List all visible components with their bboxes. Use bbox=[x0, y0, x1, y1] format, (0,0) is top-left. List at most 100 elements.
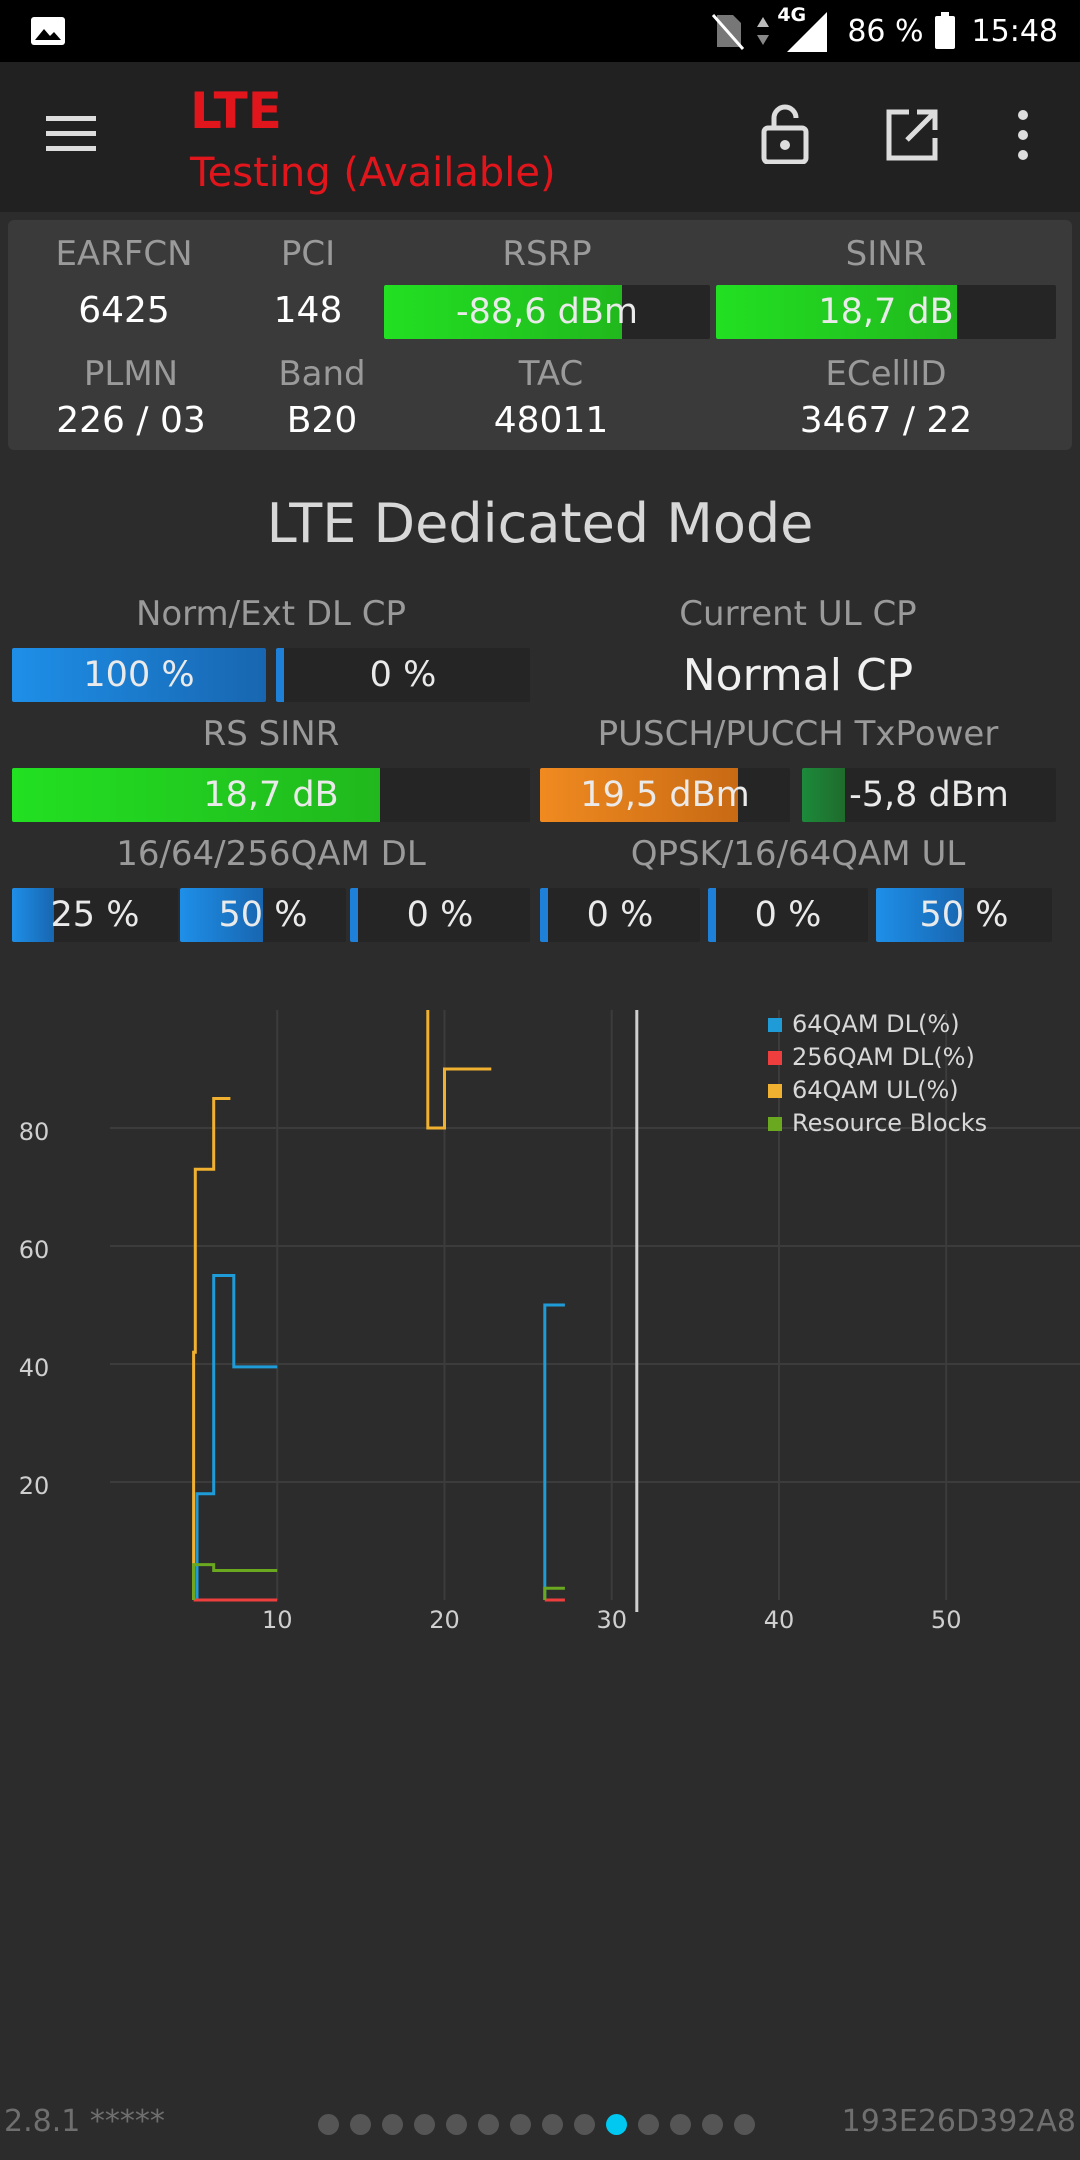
pusch-bar: 19,5 dBm bbox=[540, 768, 790, 822]
ul-cp-label: Current UL CP bbox=[679, 594, 917, 634]
qam64-dl-bar: 50 % bbox=[180, 888, 346, 942]
ecellid-label: ECellID bbox=[825, 354, 947, 394]
qam256-dl-value: 0 % bbox=[406, 895, 474, 935]
legend-label: 64QAM UL(%) bbox=[792, 1076, 959, 1104]
series-line bbox=[192, 1563, 278, 1600]
page-dot[interactable] bbox=[414, 2114, 435, 2135]
sinr-bar: 18,7 dB bbox=[716, 285, 1056, 339]
earfcn-value: 6425 bbox=[78, 290, 170, 331]
rsrp-label: RSRP bbox=[502, 234, 592, 274]
ul-cp-value: Normal CP bbox=[682, 650, 914, 701]
legend-label: 64QAM DL(%) bbox=[792, 1010, 960, 1038]
modulation-chart: 10 20 30 40 50 20 40 60 80 64QAM DL(%) 256QAM DL(%… bbox=[19, 1010, 1080, 1634]
y-tick-label: 80 bbox=[19, 1118, 50, 1146]
plmn-value: 226 / 03 bbox=[56, 400, 206, 441]
page-indicator bbox=[318, 2114, 755, 2135]
series-line bbox=[543, 1586, 565, 1600]
band-label: Band bbox=[278, 354, 366, 394]
page-dot[interactable] bbox=[478, 2114, 499, 2135]
network-type: 4G bbox=[777, 4, 807, 26]
page-dot[interactable] bbox=[318, 2114, 339, 2135]
legend-label: 256QAM DL(%) bbox=[792, 1043, 975, 1071]
page-dot[interactable] bbox=[446, 2114, 467, 2135]
page-dot[interactable] bbox=[510, 2114, 531, 2135]
qam64-ul-value: 50 % bbox=[919, 895, 1009, 935]
tac-label: TAC bbox=[518, 354, 584, 394]
page-dot[interactable] bbox=[574, 2114, 595, 2135]
menu-icon[interactable] bbox=[44, 112, 100, 156]
qpsk-ul-value: 0 % bbox=[586, 895, 654, 935]
x-tick-label: 10 bbox=[262, 1606, 293, 1634]
battery-percent: 86 % bbox=[847, 13, 924, 49]
x-tick-label: 40 bbox=[764, 1606, 795, 1634]
qam16-dl-bar: 25 % bbox=[12, 888, 178, 942]
legend-swatch bbox=[768, 1084, 782, 1098]
qam256-dl-bar: 0 % bbox=[350, 888, 530, 942]
pucch-bar: -5,8 dBm bbox=[802, 768, 1056, 822]
app-version: 2.8.1 ***** bbox=[4, 2104, 165, 2139]
legend-swatch bbox=[768, 1018, 782, 1032]
qpsk-ul-bar: 0 % bbox=[540, 888, 700, 942]
page-dot[interactable] bbox=[670, 2114, 691, 2135]
legend-swatch bbox=[768, 1117, 782, 1131]
unlock-icon[interactable] bbox=[760, 104, 810, 164]
rsrp-value: -88,6 dBm bbox=[455, 292, 638, 332]
rs-sinr-bar: 18,7 dB bbox=[12, 768, 530, 822]
qam64-dl-value: 50 % bbox=[218, 895, 308, 935]
signal-icon bbox=[787, 12, 828, 52]
series-line bbox=[195, 1274, 278, 1600]
legend-label: Resource Blocks bbox=[792, 1109, 987, 1137]
sinr-value: 18,7 dB bbox=[818, 292, 954, 332]
dl-cp-normal-value: 100 % bbox=[83, 655, 195, 695]
page-dot[interactable] bbox=[702, 2114, 723, 2135]
sinr-label: SINR bbox=[845, 234, 927, 274]
pci-value: 148 bbox=[273, 290, 343, 331]
dl-cp-normal-bar: 100 % bbox=[12, 648, 266, 702]
dl-cp-extended-value: 0 % bbox=[369, 655, 437, 695]
x-tick-label: 30 bbox=[596, 1606, 627, 1634]
rsrp-bar: -88,6 dBm bbox=[384, 285, 710, 339]
x-tick-label: 20 bbox=[429, 1606, 460, 1634]
page-dot[interactable] bbox=[382, 2114, 403, 2135]
y-tick-label: 40 bbox=[19, 1354, 50, 1382]
section-title: LTE Dedicated Mode bbox=[266, 492, 814, 555]
qam64-ul-bar: 50 % bbox=[876, 888, 1052, 942]
y-tick-label: 60 bbox=[19, 1236, 50, 1264]
dl-cp-extended-bar: 0 % bbox=[276, 648, 530, 702]
device-id: 193E26D392A8 bbox=[841, 2104, 1076, 2139]
y-tick-label: 20 bbox=[19, 1472, 50, 1500]
page-dot[interactable] bbox=[350, 2114, 371, 2135]
page-dot[interactable] bbox=[606, 2114, 627, 2135]
pucch-value: -5,8 dBm bbox=[849, 775, 1009, 815]
app-subtitle: Testing (Available) bbox=[190, 150, 556, 196]
band-value: B20 bbox=[286, 400, 358, 441]
pci-label: PCI bbox=[280, 234, 336, 274]
tac-value: 48011 bbox=[493, 400, 609, 441]
page-dot[interactable] bbox=[638, 2114, 659, 2135]
image-notification-icon bbox=[31, 17, 65, 45]
dl-cp-label: Norm/Ext DL CP bbox=[135, 594, 407, 634]
open-external-icon[interactable] bbox=[885, 108, 939, 162]
legend-swatch bbox=[768, 1051, 782, 1065]
rs-sinr-label: RS SINR bbox=[202, 714, 340, 754]
plmn-label: PLMN bbox=[83, 354, 179, 394]
qam16-dl-value: 25 % bbox=[50, 895, 140, 935]
more-options-icon[interactable] bbox=[1008, 108, 1038, 162]
series-line bbox=[192, 1097, 231, 1600]
pusch-value: 19,5 dBm bbox=[580, 775, 750, 815]
series-line bbox=[426, 1010, 492, 1130]
data-arrows-icon bbox=[757, 17, 770, 45]
qam-dl-label: 16/64/256QAM DL bbox=[116, 834, 426, 874]
status-bar: 4G 86 % 15:48 bbox=[0, 0, 1080, 62]
page-dot[interactable] bbox=[734, 2114, 755, 2135]
series-line bbox=[543, 1303, 565, 1600]
app-bar: LTE Testing (Available) bbox=[0, 62, 1080, 212]
no-sim-icon bbox=[712, 14, 745, 50]
rs-sinr-value: 18,7 dB bbox=[203, 775, 339, 815]
txpower-label: PUSCH/PUCCH TxPower bbox=[597, 714, 999, 754]
page-dot[interactable] bbox=[542, 2114, 563, 2135]
earfcn-label: EARFCN bbox=[55, 234, 193, 274]
app-title: LTE bbox=[190, 82, 282, 140]
qam16-ul-bar: 0 % bbox=[708, 888, 868, 942]
cell-info-card: EARFCN PCI RSRP SINR 6425 148 -88,6 dBm … bbox=[8, 220, 1072, 450]
